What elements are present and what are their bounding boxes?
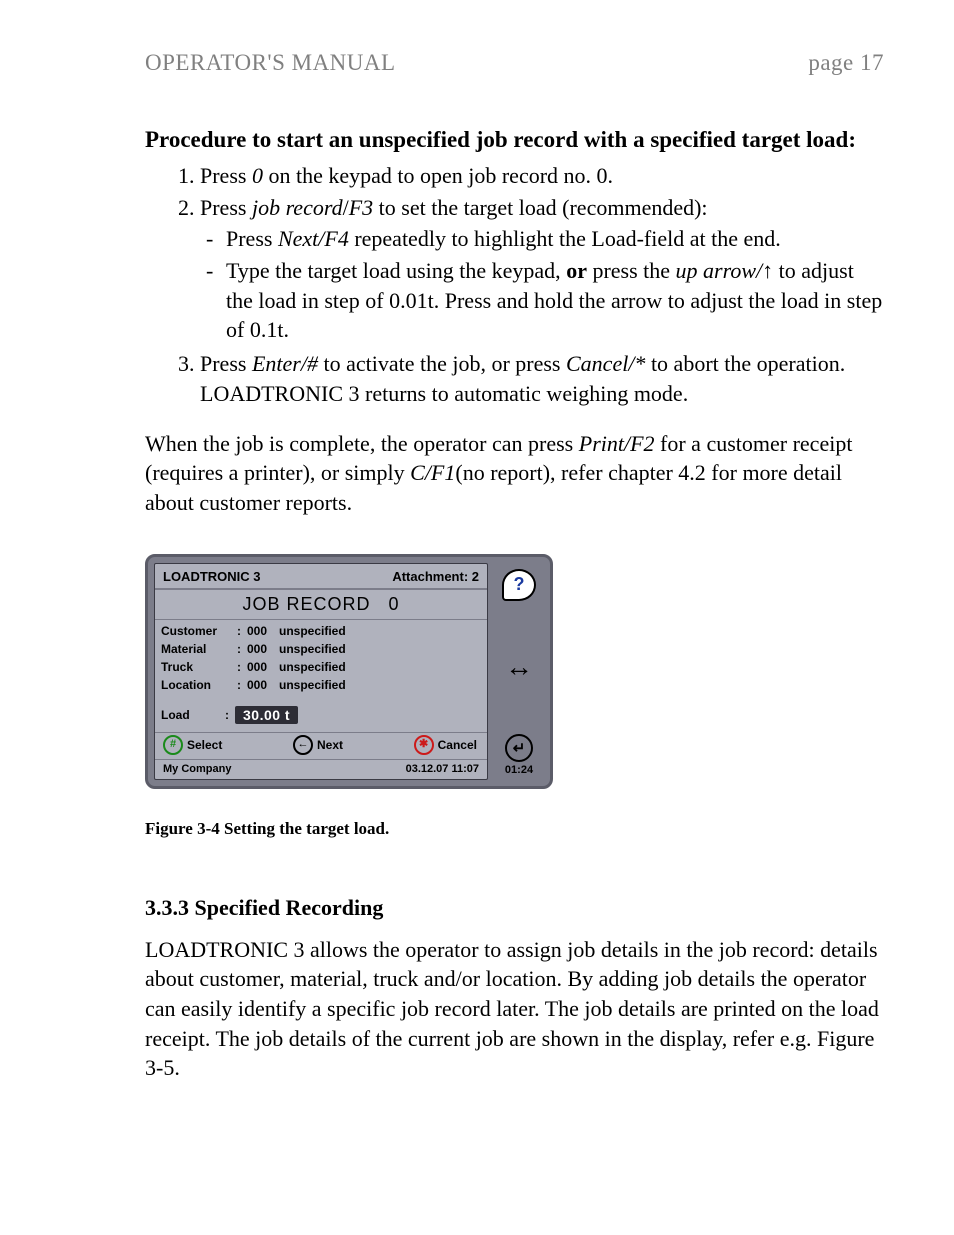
field-code: 000	[247, 642, 275, 656]
key-c-f1: C/F1	[410, 460, 455, 485]
arrow-left-icon: ←	[293, 735, 313, 755]
procedure-title: Procedure to start an unspecified job re…	[145, 124, 884, 155]
asterisk-icon: ✱	[414, 735, 434, 755]
button-label: Next	[317, 738, 343, 752]
horizontal-arrows-icon[interactable]: ↔	[505, 653, 533, 681]
device-title-left: LOADTRONIC 3	[163, 569, 261, 584]
key-next-f4: Next/F4	[278, 226, 349, 251]
hash-icon: #	[163, 735, 183, 755]
step-1: Press 0 on the keypad to open job record…	[200, 161, 884, 191]
text: Type the target load using the keypad,	[226, 258, 566, 283]
header-title: OPERATOR'S MANUAL	[145, 50, 396, 76]
colon: :	[237, 624, 243, 638]
key-0: 0	[252, 163, 263, 188]
colon: :	[237, 660, 243, 674]
enter-icon[interactable]: ↵	[505, 734, 533, 762]
step-3: Press Enter/# to activate the job, or pr…	[200, 349, 884, 408]
enter-group: ↵ 01:24	[505, 734, 533, 776]
section-heading: 3.3.3 Specified Recording	[145, 895, 884, 921]
step-2b: Type the target load using the keypad, o…	[226, 256, 884, 345]
colon: :	[225, 708, 229, 722]
text: press the	[587, 258, 676, 283]
field-customer: Customer:000 unspecified	[161, 624, 481, 638]
key-uparrow: up arrow/	[676, 258, 763, 283]
text: Press	[200, 163, 252, 188]
device-frame: LOADTRONIC 3 Attachment: 2 JOB RECORD 0 …	[145, 554, 553, 789]
step-2a: Press Next/F4 repeatedly to highlight th…	[226, 224, 884, 254]
device-jobrecord-header: JOB RECORD 0	[155, 590, 487, 620]
field-value: unspecified	[279, 624, 481, 638]
field-label: Customer	[161, 624, 233, 638]
field-value: unspecified	[279, 678, 481, 692]
field-value: unspecified	[279, 660, 481, 674]
jobrecord-label: JOB RECORD	[242, 594, 370, 614]
text: Press	[200, 351, 252, 376]
field-label: Location	[161, 678, 233, 692]
figure-caption: Figure 3-4 Setting the target load.	[145, 819, 884, 839]
key-enter: Enter/#	[252, 351, 318, 376]
key-jobrecord: job record	[252, 195, 343, 220]
footer-datetime: 03.12.07 11:07	[406, 763, 479, 775]
step-2: Press job record/F3 to set the target lo…	[200, 193, 884, 345]
text: When the job is complete, the operator c…	[145, 431, 579, 456]
colon: :	[237, 678, 243, 692]
key-cancel: Cancel/*	[566, 351, 645, 376]
button-label: Select	[187, 738, 222, 752]
page: OPERATOR'S MANUAL page 17 Procedure to s…	[0, 0, 954, 1143]
text: on the keypad to open job record no. 0.	[263, 163, 613, 188]
text: to set the target load (recommended):	[373, 195, 707, 220]
field-label: Material	[161, 642, 233, 656]
text: Press	[200, 195, 252, 220]
side-time: 01:24	[505, 764, 533, 776]
colon: :	[237, 642, 243, 656]
next-button[interactable]: ← Next	[293, 735, 343, 755]
header-page: page 17	[808, 50, 884, 76]
field-code: 000	[247, 660, 275, 674]
device-inner: LOADTRONIC 3 Attachment: 2 JOB RECORD 0 …	[154, 563, 544, 780]
select-button[interactable]: # Select	[163, 735, 222, 755]
field-label: Truck	[161, 660, 233, 674]
text-or: or	[566, 258, 587, 283]
device-screen: LOADTRONIC 3 Attachment: 2 JOB RECORD 0 …	[154, 563, 488, 780]
cancel-button[interactable]: ✱ Cancel	[414, 735, 477, 755]
text: to activate the job, or press	[318, 351, 566, 376]
field-code: 000	[247, 624, 275, 638]
field-location: Location:000 unspecified	[161, 678, 481, 692]
arrow-up-icon: ↑	[762, 258, 773, 283]
key-print-f2: Print/F2	[579, 431, 655, 456]
section-body: LOADTRONIC 3 allows the operator to assi…	[145, 935, 884, 1083]
field-code: 000	[247, 678, 275, 692]
field-value: unspecified	[279, 642, 481, 656]
load-value-box[interactable]: 30.00 t	[235, 706, 298, 724]
help-icon[interactable]: ?	[502, 569, 536, 601]
button-label: Cancel	[438, 738, 477, 752]
body-paragraph: When the job is complete, the operator c…	[145, 429, 884, 518]
text: repeatedly to highlight the Load-field a…	[349, 226, 781, 251]
device-sidebar: ? ↔ ↵ 01:24	[494, 563, 544, 780]
jobrecord-num: 0	[389, 594, 400, 614]
footer-company: My Company	[163, 763, 231, 775]
field-material: Material:000 unspecified	[161, 642, 481, 656]
device-fields: Customer:000unspecified Material:000unsp…	[155, 620, 487, 698]
field-truck: Truck:000 unspecified	[161, 660, 481, 674]
procedure-list: Press 0 on the keypad to open job record…	[145, 161, 884, 409]
device-footer: My Company 03.12.07 11:07	[155, 760, 487, 779]
key-f3: F3	[349, 195, 373, 220]
load-label: Load	[161, 708, 219, 722]
field-load: Load: 30.00 t	[155, 698, 487, 732]
text: Press	[226, 226, 278, 251]
page-header: OPERATOR'S MANUAL page 17	[145, 50, 884, 76]
device-title-right: Attachment: 2	[392, 569, 479, 584]
step-2-sublist: Press Next/F4 repeatedly to highlight th…	[200, 224, 884, 345]
device-screenshot: LOADTRONIC 3 Attachment: 2 JOB RECORD 0 …	[145, 554, 553, 789]
device-titlebar: LOADTRONIC 3 Attachment: 2	[155, 564, 487, 590]
device-button-row: # Select ← Next ✱ Cancel	[155, 732, 487, 760]
